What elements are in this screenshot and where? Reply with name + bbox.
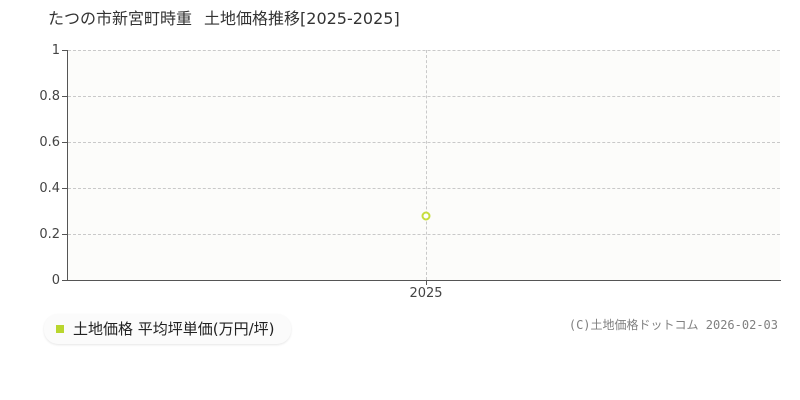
y-tick-label-0: 0 <box>51 273 60 288</box>
y-tick-label-0.8: 0.8 <box>39 89 60 104</box>
gridline-y-0.2 <box>68 234 780 235</box>
data-point-2025[interactable] <box>421 211 431 221</box>
gridline-y-1.0 <box>68 50 780 51</box>
y-tick-1.0 <box>62 50 68 51</box>
legend-swatch-icon <box>56 325 64 333</box>
gridline-y-0.4 <box>68 188 780 189</box>
y-tick-0.8 <box>62 96 68 97</box>
copyright-credit: (C)土地価格ドットコム 2026-02-03 <box>568 318 778 332</box>
y-axis-line <box>67 50 68 281</box>
y-tick-label-0.4: 0.4 <box>39 181 60 196</box>
y-tick-0.2 <box>62 234 68 235</box>
chart-legend[interactable]: 土地価格 平均坪単価(万円/坪) <box>44 314 291 344</box>
page-title: たつの市新宮町時重 土地価格推移[2025-2025] <box>48 8 400 30</box>
legend-item-label: 土地価格 平均坪単価(万円/坪) <box>73 319 275 338</box>
title-location: たつの市新宮町時重 <box>48 9 193 28</box>
y-tick-label-0.2: 0.2 <box>39 227 60 242</box>
plot-area <box>68 50 780 280</box>
y-tick-label-1.0: 1 <box>51 43 60 58</box>
y-tick-0 <box>62 280 68 281</box>
x-tick-label-2025: 2025 <box>409 286 443 301</box>
gridline-x-2025 <box>426 50 427 280</box>
y-tick-label-0.6: 0.6 <box>39 135 60 150</box>
x-axis-line <box>67 280 781 281</box>
y-tick-0.4 <box>62 188 68 189</box>
gridline-y-0.6 <box>68 142 780 143</box>
gridline-y-0.8 <box>68 96 780 97</box>
title-subject: 土地価格推移[2025-2025] <box>204 9 400 28</box>
y-tick-0.6 <box>62 142 68 143</box>
x-tick-2025 <box>426 280 427 285</box>
